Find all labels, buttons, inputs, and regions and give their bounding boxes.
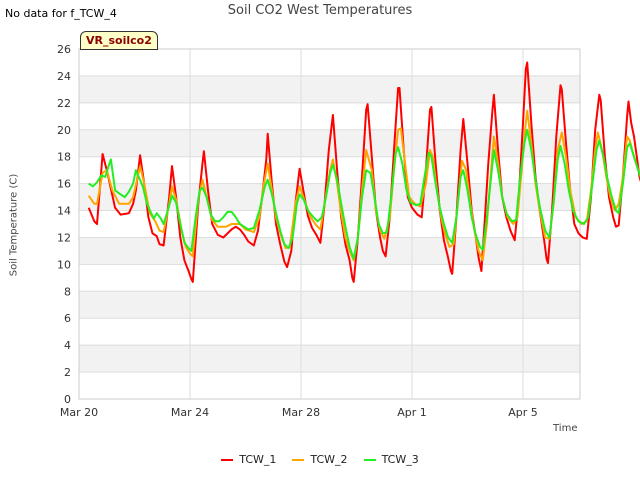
x-tick-label: Apr 1 <box>397 406 427 419</box>
chart-legend: TCW_1 TCW_2 TCW_3 <box>0 453 640 466</box>
y-tick-label: 8 <box>64 285 71 298</box>
chart-title: Soil CO2 West Temperatures <box>227 3 413 18</box>
y-tick-label: 22 <box>57 97 71 110</box>
grid-band <box>79 183 580 211</box>
y-tick-label: 0 <box>64 393 71 406</box>
legend-label-tcw-1: TCW_1 <box>239 453 277 466</box>
legend-swatch-tcw-1 <box>221 458 234 461</box>
y-tick-label: 16 <box>57 178 71 191</box>
y-tick-label: 2 <box>64 366 71 379</box>
y-axis-label: Soil Temperature (C) <box>8 173 20 277</box>
legend-swatch-tcw-3 <box>363 458 376 461</box>
x-tick-label: Mar 20 <box>60 406 98 419</box>
site-tag-label: VR_soilco2 <box>80 31 158 50</box>
legend-item-tcw-3: TCW_3 <box>363 453 419 466</box>
legend-item-tcw-2: TCW_2 <box>292 453 348 466</box>
y-tick-label: 4 <box>64 339 71 352</box>
series-line-tcw-3 <box>88 128 640 260</box>
legend-label-tcw-3: TCW_3 <box>381 453 419 466</box>
legend-swatch-tcw-2 <box>292 458 305 461</box>
x-tick-label: Mar 24 <box>171 406 209 419</box>
grid-band <box>79 345 580 373</box>
grid-band <box>79 75 580 103</box>
y-tick-label: 14 <box>57 205 71 218</box>
y-tick-label: 18 <box>57 151 71 164</box>
legend-label-tcw-2: TCW_2 <box>310 453 348 466</box>
y-tick-label: 10 <box>57 258 71 271</box>
series-line-tcw-1 <box>87 61 640 283</box>
x-tick-label: Apr 5 <box>508 406 538 419</box>
y-tick-label: 12 <box>57 231 71 244</box>
x-axis-label: Time <box>553 423 578 434</box>
y-tick-label: 26 <box>57 43 71 56</box>
y-tick-label: 6 <box>64 312 71 325</box>
grid-band <box>79 291 580 319</box>
grid-band <box>79 237 580 265</box>
no-data-message: No data for f_TCW_4 <box>5 7 117 20</box>
y-tick-label: 24 <box>57 70 71 83</box>
y-tick-label: 20 <box>57 124 71 137</box>
legend-item-tcw-1: TCW_1 <box>221 453 276 466</box>
x-tick-label: Mar 28 <box>282 406 320 419</box>
